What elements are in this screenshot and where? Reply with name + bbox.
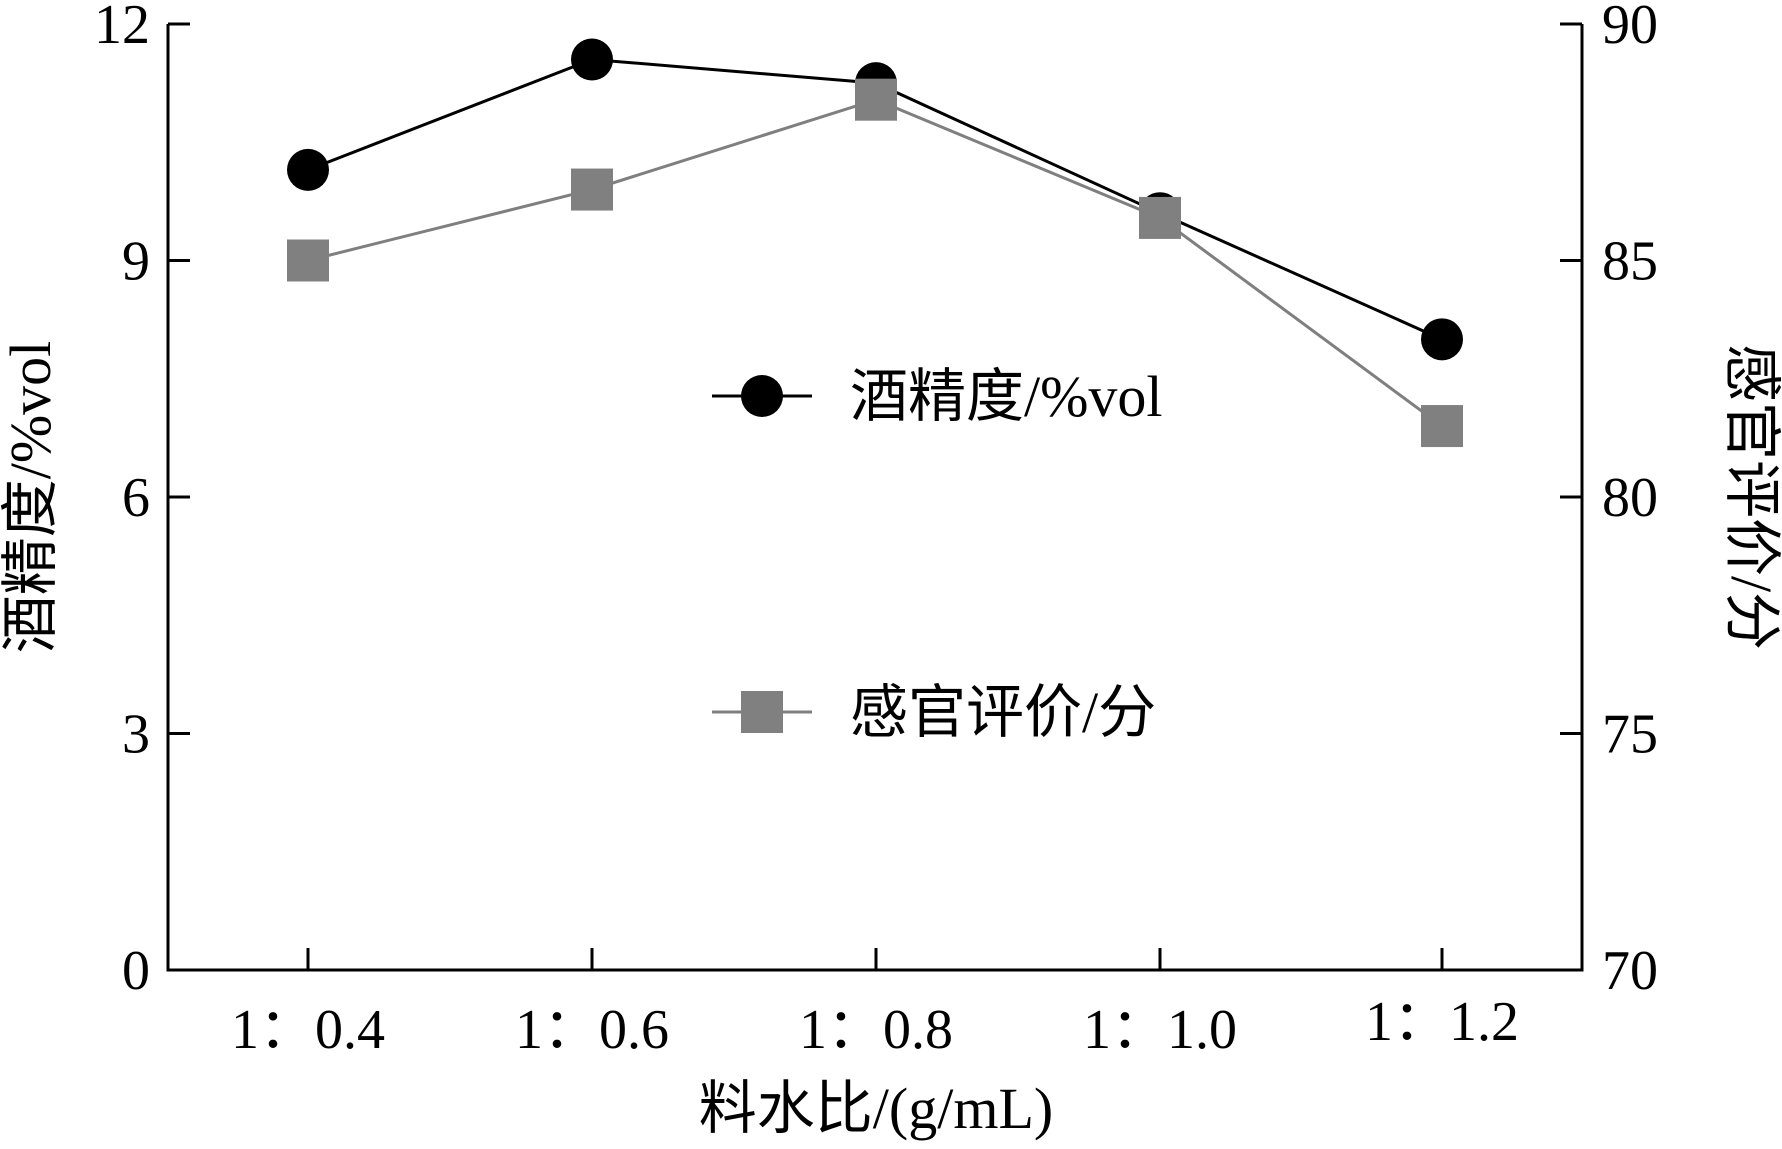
legend-marker-square [741,691,783,733]
x-axis-title: 料水比/(g/mL) [699,1076,1053,1141]
y-right-tick-label: 85 [1602,231,1658,293]
y-right-tick-label: 75 [1602,704,1658,766]
y-right-tick-label: 90 [1602,0,1658,56]
legend-label: 酒精度/%vol [850,364,1163,429]
series-point-circle [287,148,329,191]
series-point-square [1139,196,1181,239]
y-right-tick-label: 70 [1602,940,1658,1002]
axis-titles: 料水比/(g/mL) 酒精度/%vol 感官评价/分 [0,341,1782,1141]
legend-marker-circle [741,375,783,417]
x-tick-label: 1：0.6 [515,999,669,1061]
legend: 酒精度/%vol 感官评价/分 [712,364,1163,745]
y-left-tick-label: 6 [122,467,150,529]
axes: 0 3 6 9 12 70 75 80 85 90 1：0.4 1：0.6 1：0.8 1：1.0 1：1.… [94,0,1658,1061]
y-left-tick-label: 12 [94,0,150,56]
series-point-circle [571,38,613,81]
series-point-square [1421,405,1463,448]
series-point-square [571,168,613,211]
series-point-circle [1421,318,1463,361]
legend-label: 感官评价/分 [850,680,1156,745]
series-point-square [287,239,329,282]
y-right-tick-label: 80 [1602,467,1658,529]
y-left-axis-title: 酒精度/%vol [0,341,63,654]
y-left-tick-label: 3 [122,704,150,766]
x-tick-label: 1：1.0 [1083,999,1237,1061]
x-tick-label: 1：1.2 [1365,991,1519,1053]
x-tick-label: 1：0.8 [799,999,953,1061]
y-right-axis-title: 感官评价/分 [1719,344,1782,650]
y-left-tick-label: 9 [122,231,150,293]
series-layer [287,38,1463,448]
y-left-tick-label: 0 [122,940,150,1002]
x-tick-label: 1：0.4 [231,999,385,1061]
series-point-square [855,78,897,121]
